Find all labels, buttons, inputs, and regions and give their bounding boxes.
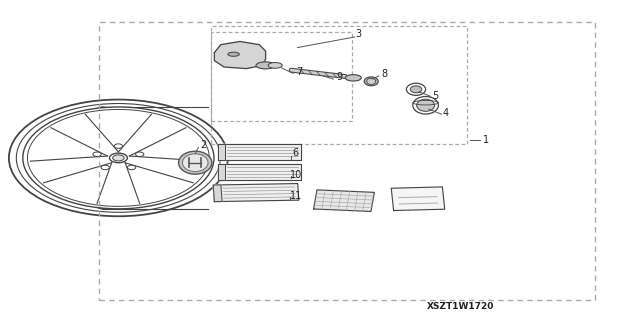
Polygon shape xyxy=(218,164,301,180)
Polygon shape xyxy=(314,190,374,211)
Ellipse shape xyxy=(101,165,109,170)
Text: 10: 10 xyxy=(289,170,302,180)
Bar xyxy=(211,26,467,144)
Ellipse shape xyxy=(413,96,438,114)
Ellipse shape xyxy=(256,62,275,69)
Text: 3: 3 xyxy=(355,29,362,40)
Polygon shape xyxy=(391,187,445,211)
Ellipse shape xyxy=(82,107,123,209)
Text: 2: 2 xyxy=(200,140,207,150)
Ellipse shape xyxy=(364,77,378,86)
Polygon shape xyxy=(218,144,301,160)
Polygon shape xyxy=(213,185,222,202)
Text: 6: 6 xyxy=(292,148,299,158)
Polygon shape xyxy=(214,41,266,69)
Text: 7: 7 xyxy=(296,67,302,77)
Text: XSZT1W1720: XSZT1W1720 xyxy=(427,302,495,311)
Ellipse shape xyxy=(410,86,422,93)
Text: 11: 11 xyxy=(289,191,302,201)
Ellipse shape xyxy=(127,165,136,170)
Bar xyxy=(99,22,595,300)
Ellipse shape xyxy=(136,152,144,157)
Text: 8: 8 xyxy=(381,69,388,79)
Ellipse shape xyxy=(346,75,362,81)
Ellipse shape xyxy=(406,83,426,95)
Ellipse shape xyxy=(268,63,282,68)
Ellipse shape xyxy=(115,144,123,148)
Ellipse shape xyxy=(417,99,435,111)
Ellipse shape xyxy=(182,154,208,172)
Polygon shape xyxy=(218,144,225,160)
Ellipse shape xyxy=(179,151,212,174)
Text: 9: 9 xyxy=(336,72,342,82)
Polygon shape xyxy=(218,164,225,180)
Text: 1: 1 xyxy=(483,135,490,145)
Ellipse shape xyxy=(23,107,214,209)
Ellipse shape xyxy=(228,52,239,56)
Polygon shape xyxy=(213,183,299,202)
Ellipse shape xyxy=(109,153,127,163)
Ellipse shape xyxy=(93,152,101,157)
Text: 5: 5 xyxy=(432,91,438,101)
Text: 4: 4 xyxy=(443,108,449,118)
Ellipse shape xyxy=(113,155,124,161)
Ellipse shape xyxy=(367,78,376,85)
Bar xyxy=(211,32,352,121)
